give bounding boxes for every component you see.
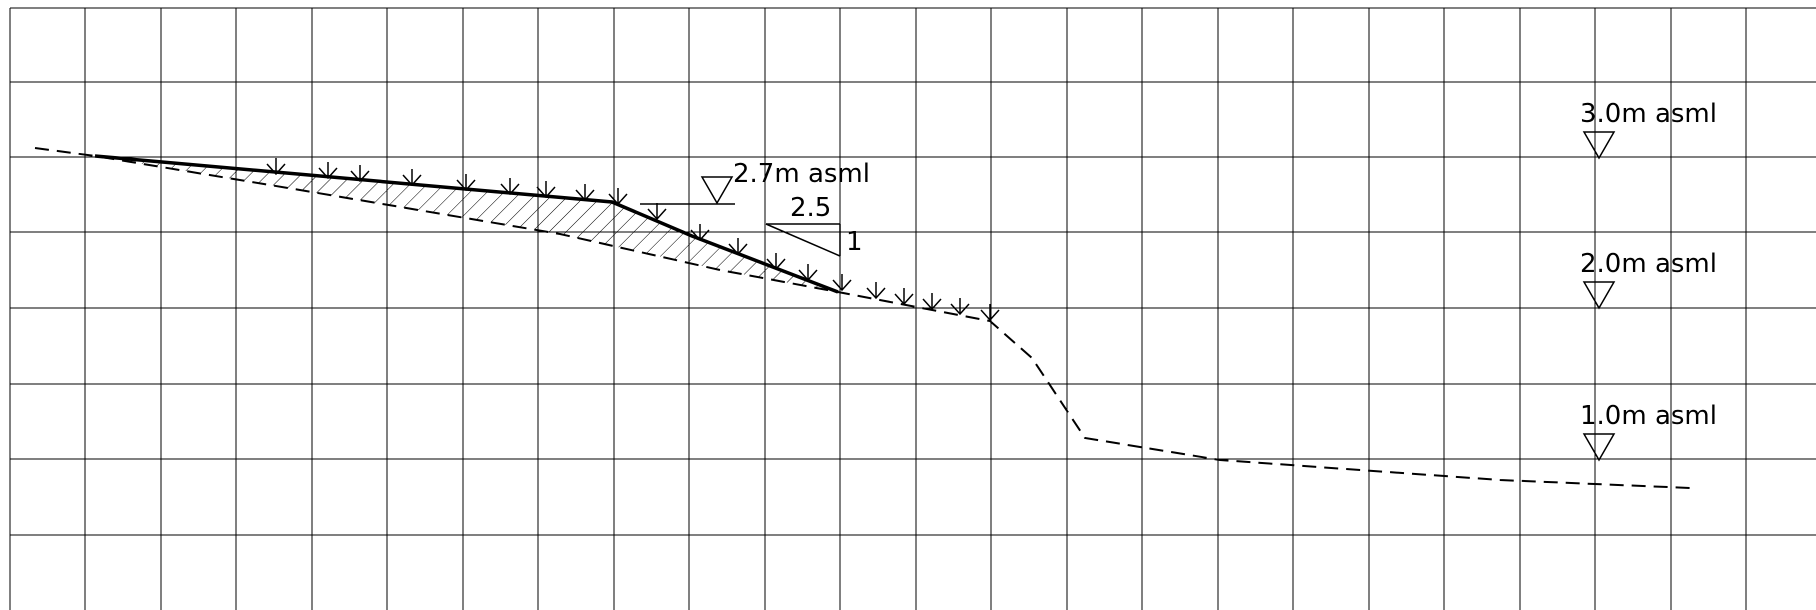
embankment-profile-line [94, 154, 839, 294]
level-marker-3m: 3.0m asml [1580, 99, 1717, 160]
level-triangle-icon [1582, 281, 1616, 310]
level-triangle-icon [1582, 433, 1616, 462]
grass-symbol [456, 174, 476, 192]
grass-symbol [402, 169, 422, 187]
slope-rise-label: 1 [846, 227, 863, 257]
grass-symbol [608, 188, 628, 206]
grass-symbol [728, 238, 748, 256]
grass-symbol [766, 253, 786, 271]
level-marker-fill: 2.7m asml [640, 159, 870, 205]
grid [9, 7, 1816, 610]
level-2-label: 2.0m asml [1580, 249, 1717, 279]
grass-symbol [647, 203, 667, 221]
grass-symbol [500, 178, 520, 196]
level-triangle-icon [1582, 131, 1616, 160]
grass-symbol [980, 304, 1000, 322]
grass-symbol [318, 162, 338, 180]
grass-symbol [950, 298, 970, 316]
grass-symbol [536, 181, 556, 199]
grass-symbol [266, 158, 286, 176]
slope-run-label: 2.5 [790, 193, 831, 223]
slope-indicator: 2.5 1 [765, 193, 863, 257]
grass-symbol [894, 288, 914, 306]
level-marker-1m: 1.0m asml [1580, 401, 1717, 462]
grass-symbol [575, 184, 595, 202]
level-3-label: 3.0m asml [1580, 99, 1717, 129]
vegetation-symbols [266, 158, 1000, 322]
grass-symbol [350, 165, 370, 183]
grass-symbol [690, 224, 710, 242]
grass-symbol [798, 264, 818, 282]
level-marker-2m: 2.0m asml [1580, 249, 1717, 310]
grass-symbol [866, 282, 886, 300]
level-fill-label: 2.7m asml [733, 159, 870, 189]
grass-symbol [922, 293, 942, 311]
grass-symbol [832, 274, 852, 292]
level-triangle-icon [700, 176, 734, 205]
existing-ground-line [34, 147, 1691, 489]
level-1-label: 1.0m asml [1580, 401, 1717, 431]
